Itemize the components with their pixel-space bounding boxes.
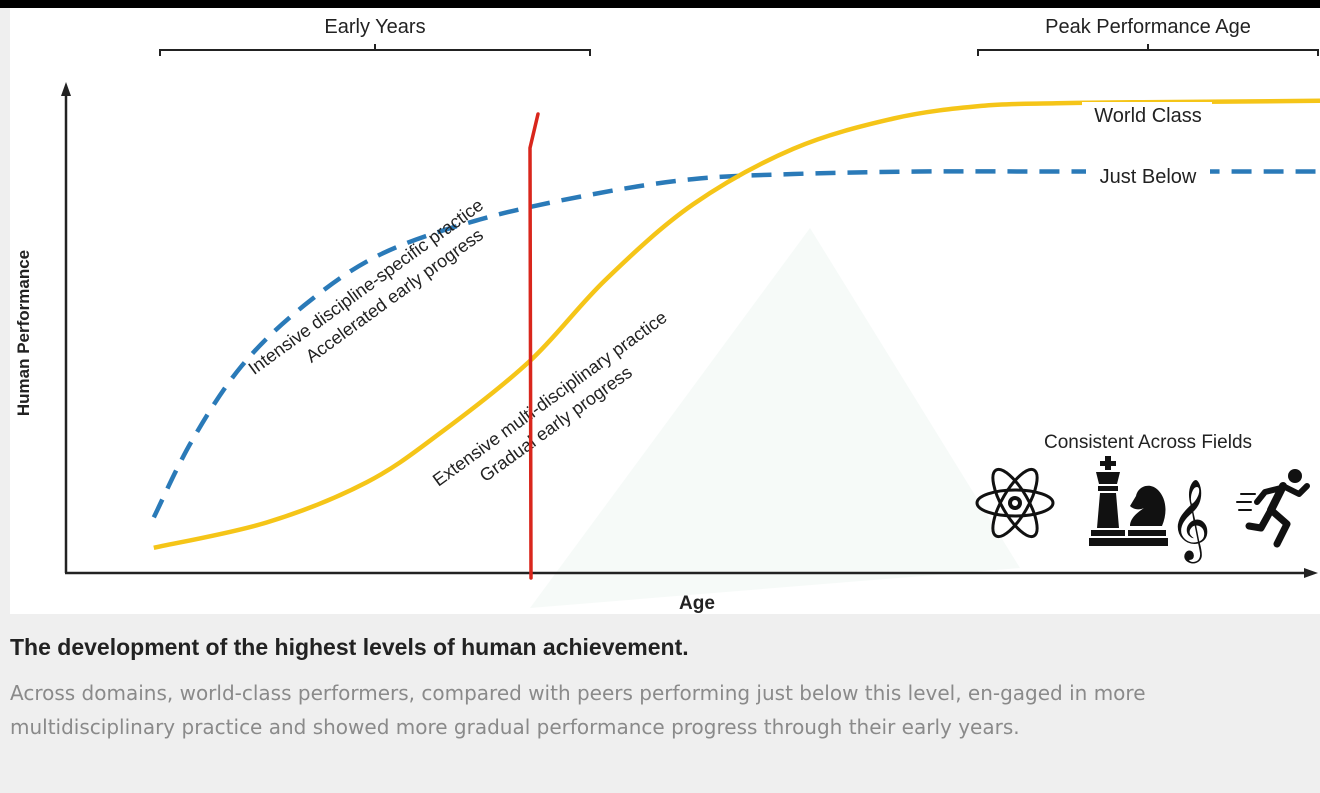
x-axis-arrow xyxy=(1304,568,1318,578)
y-axis-arrow xyxy=(61,82,71,96)
icons-heading: Consistent Across Fields xyxy=(1044,432,1252,453)
red-marker-line xyxy=(528,112,540,580)
chart-panel: Early Years Peak Performance Age Age Hum… xyxy=(10,8,1320,614)
series-line-just-below xyxy=(151,169,1320,519)
series-label-world-class: World Class xyxy=(1094,105,1201,127)
x-axis-label: Age xyxy=(679,593,715,614)
early-years-bracket: Early Years xyxy=(159,16,591,56)
top-bar xyxy=(0,0,1320,8)
early-years-label: Early Years xyxy=(324,16,425,38)
svg-text:𝄞: 𝄞 xyxy=(1169,480,1210,563)
treble-clef-icon: 𝄞 xyxy=(1169,480,1210,563)
annotation-line: Extensive multi-disciplinary practice xyxy=(429,307,671,490)
just-below-label-bg xyxy=(1086,164,1210,190)
peak-age-bracket: Peak Performance Age xyxy=(977,16,1319,56)
caption-title: The development of the highest levels of… xyxy=(10,634,689,660)
peak-age-label: Peak Performance Age xyxy=(1045,16,1251,38)
series-label-just-below: Just Below xyxy=(1100,166,1197,188)
y-axis-label: Human Performance xyxy=(14,250,33,416)
world-class-label-bg xyxy=(1082,102,1212,128)
annotation-discipline-specific: Intensive discipline-specific practice A… xyxy=(245,195,487,379)
annotation-line: Intensive discipline-specific practice xyxy=(245,195,487,379)
chess-pieces-icon xyxy=(1089,456,1168,546)
performance-chart: Early Years Peak Performance Age Age Hum… xyxy=(14,16,1320,614)
runner-icon xyxy=(1236,469,1310,548)
caption-body: Across domains, world-class performers, … xyxy=(10,681,1146,739)
background-shape xyxy=(530,228,1020,608)
series-line-world-class xyxy=(153,98,1320,550)
